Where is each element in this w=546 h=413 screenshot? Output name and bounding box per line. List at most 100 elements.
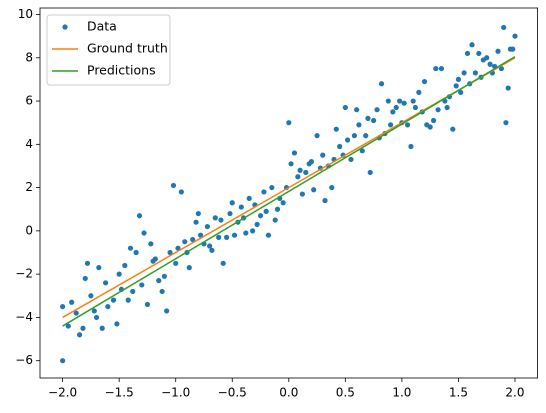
data-point <box>322 197 328 204</box>
data-point <box>320 152 326 158</box>
legend-label: Data <box>87 19 117 34</box>
data-point <box>60 303 66 310</box>
data-point <box>348 156 354 163</box>
data-point <box>430 117 437 124</box>
x-tick-label: −1.5 <box>105 386 134 400</box>
y-tick-label: −4 <box>15 310 33 324</box>
data-point <box>99 325 105 331</box>
data-point <box>356 122 362 128</box>
data-point <box>220 260 226 266</box>
data-point <box>512 33 518 39</box>
data-point <box>458 89 464 95</box>
data-point <box>88 293 94 299</box>
data-point <box>73 310 79 316</box>
data-point <box>450 126 456 132</box>
data-point <box>110 297 117 303</box>
data-point <box>390 109 396 115</box>
data-point <box>501 24 507 31</box>
data-point <box>80 325 86 331</box>
y-tick-label: 0 <box>25 223 33 237</box>
x-tick-label: 0.0 <box>279 386 298 400</box>
data-point <box>295 174 301 180</box>
data-point <box>76 332 83 338</box>
data-point <box>433 65 439 72</box>
data-point <box>274 206 281 212</box>
y-tick-label: −6 <box>15 353 33 367</box>
data-point <box>333 126 339 132</box>
data-point <box>484 55 490 61</box>
data-point <box>246 195 252 202</box>
data-point <box>272 217 278 223</box>
data-point <box>207 243 213 249</box>
y-tick-label: 6 <box>25 94 33 108</box>
axes-frame <box>39 7 539 379</box>
data-point <box>363 133 369 139</box>
data-point <box>209 247 215 253</box>
data-point <box>351 133 357 139</box>
data-point <box>427 124 433 130</box>
data-point <box>116 271 122 277</box>
x-tick-label: −1.0 <box>161 386 190 400</box>
data-point <box>408 143 414 150</box>
legend: Data Ground truth Predictions <box>46 14 171 86</box>
data-point <box>139 282 145 288</box>
data-point <box>178 189 184 195</box>
data-point <box>410 98 416 104</box>
data-point <box>371 117 377 124</box>
data-point <box>114 321 120 327</box>
data-point <box>374 107 380 113</box>
data-point <box>82 275 88 282</box>
data-point <box>510 46 516 52</box>
data-point <box>69 299 75 305</box>
data-point <box>503 120 509 126</box>
data-point <box>444 104 450 111</box>
data-point <box>367 169 373 176</box>
x-tick-label: 1.5 <box>449 386 468 400</box>
data-point <box>164 308 170 314</box>
data-point <box>224 234 230 240</box>
data-point <box>216 234 222 240</box>
data-point <box>345 137 351 143</box>
data-point <box>329 184 335 191</box>
data-point <box>359 148 365 154</box>
data-point <box>505 85 511 91</box>
data-point <box>404 122 411 128</box>
data-point <box>416 89 422 95</box>
data-point <box>308 159 315 165</box>
data-point <box>378 81 385 87</box>
data-point <box>453 83 459 89</box>
x-tick-label: 0.5 <box>336 386 355 400</box>
data-point <box>299 191 305 197</box>
data-point <box>195 210 201 217</box>
data-point <box>96 265 102 271</box>
data-point <box>229 200 235 206</box>
data-point <box>182 239 188 245</box>
data-point <box>212 215 218 221</box>
data-point <box>303 169 309 176</box>
data-point <box>144 301 151 308</box>
legend-marker <box>62 24 68 30</box>
data-point <box>263 208 269 214</box>
data-point <box>243 230 249 236</box>
data-point <box>238 204 244 210</box>
data-point <box>385 98 391 104</box>
data-point <box>148 241 154 247</box>
data-point <box>314 133 320 139</box>
x-tick-label: 1.0 <box>392 386 411 400</box>
y-tick-label: 8 <box>25 50 33 64</box>
data-point <box>421 78 428 85</box>
data-point <box>125 297 131 303</box>
data-point <box>141 230 147 236</box>
data-point <box>122 262 128 269</box>
data-point <box>159 288 165 295</box>
data-point <box>269 184 275 191</box>
data-point <box>435 107 441 113</box>
data-point <box>175 245 181 251</box>
x-tick-label: −2.0 <box>48 386 77 400</box>
data-point <box>472 70 478 76</box>
data-point <box>250 228 256 234</box>
data-point <box>397 98 403 104</box>
data-point <box>498 65 505 72</box>
data-point <box>136 213 143 219</box>
data-point <box>161 273 167 279</box>
